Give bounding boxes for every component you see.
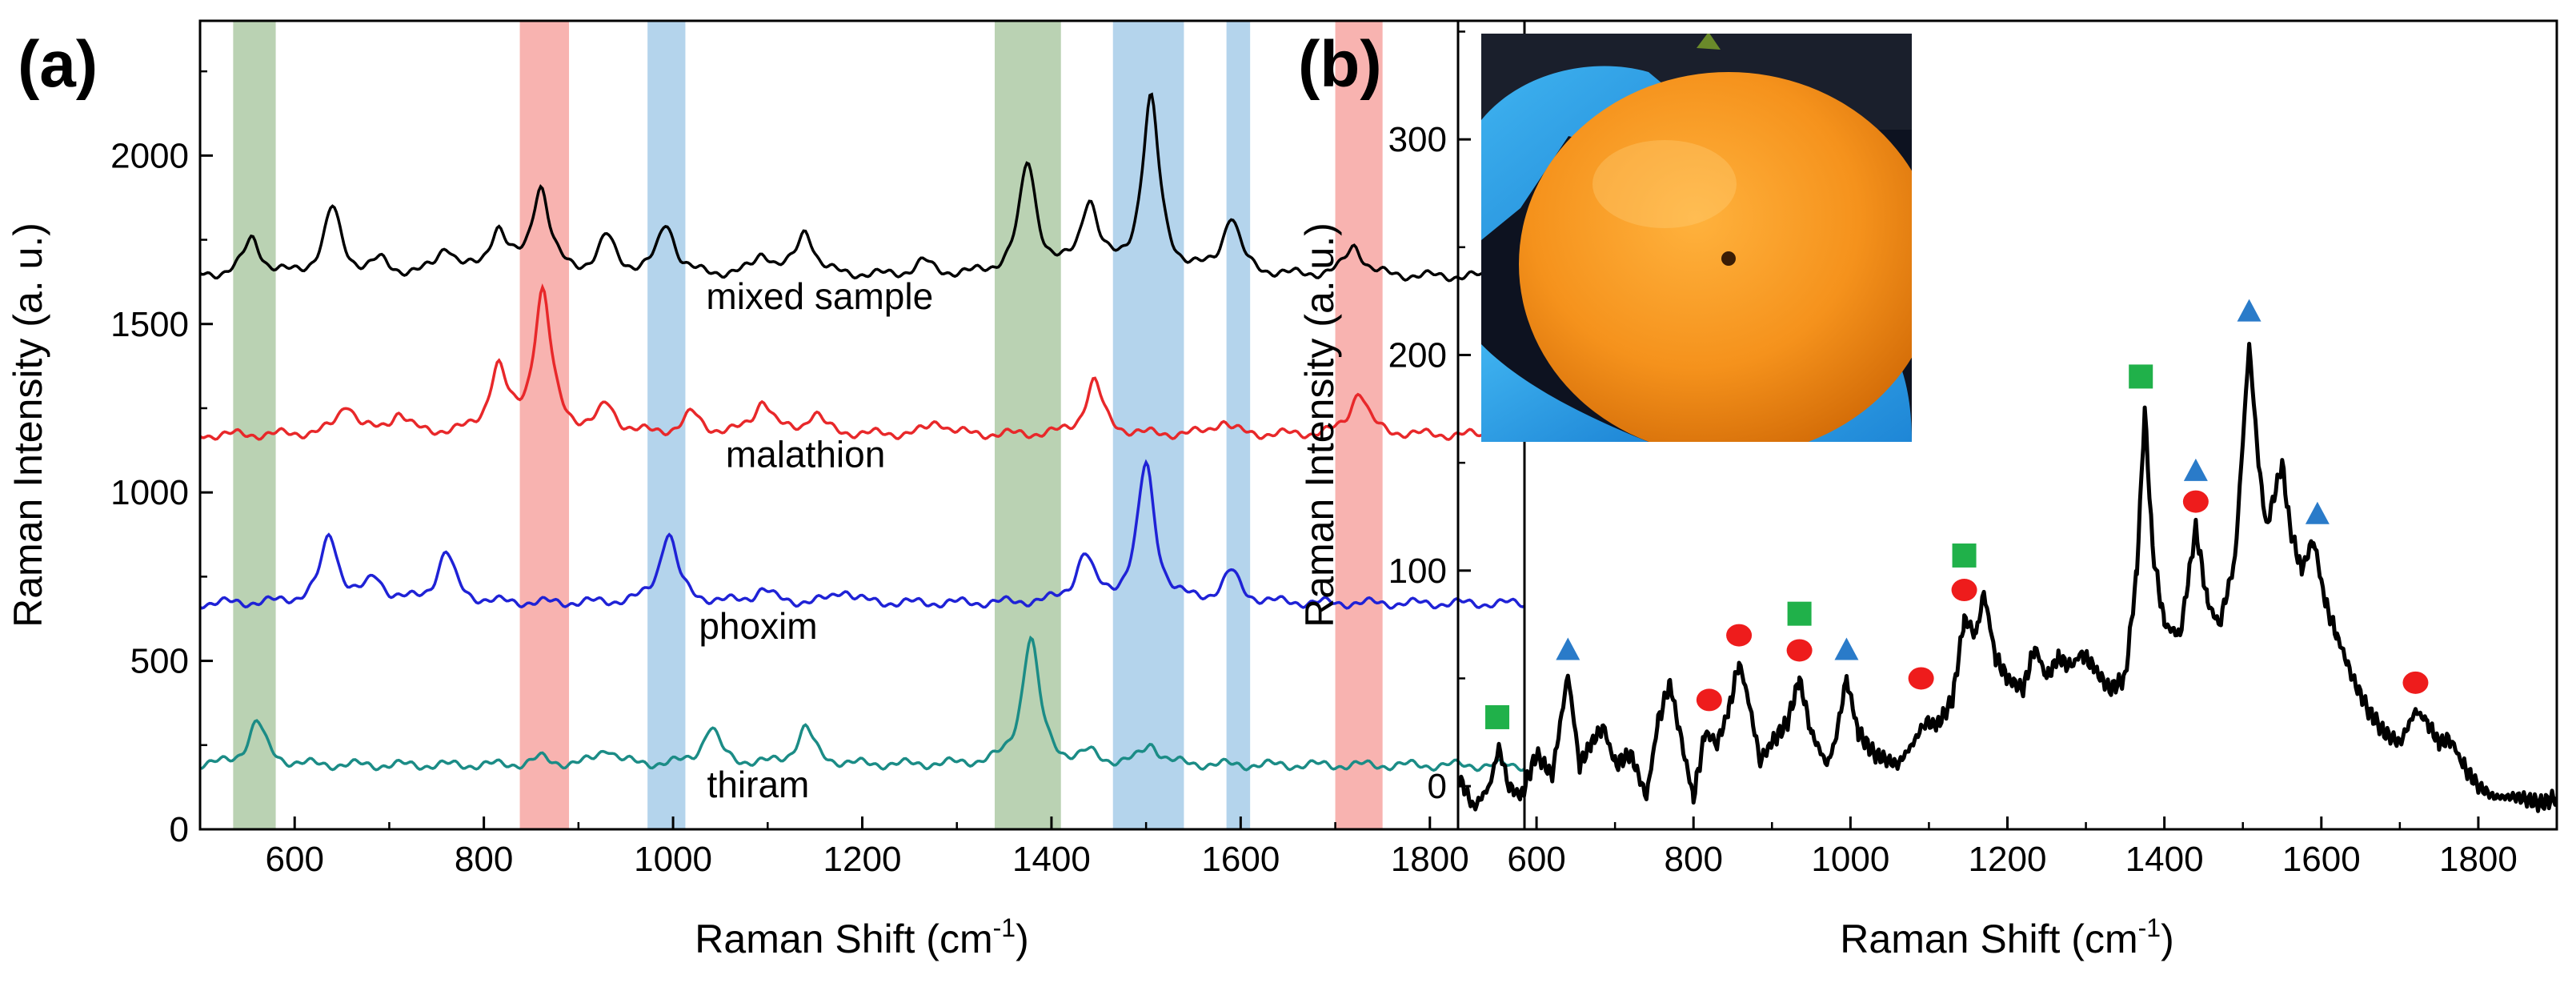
x-tick-label: 1800 [2439,840,2518,879]
circle-marker-icon [1726,624,1753,647]
circle-marker-icon [1951,579,1977,602]
inset-photo-orange [1481,34,1912,442]
series-line-thiram [200,635,1524,772]
highlight-band-7 [1335,21,1383,829]
y-axis-ticks: 0 500 1000 1500 2000 [110,70,213,849]
x-tick-label: 1000 [1811,840,1889,879]
highlight-band-2 [519,21,570,829]
series-line-orange-spectrum [1458,342,2557,813]
series-label-thiram: thiram [707,764,810,805]
x-axis-label-a: Raman Shift (cm-1) [695,913,1028,961]
spectra-series [200,92,1524,772]
series-line-mixed-sample [200,92,1524,283]
circle-marker-icon [2402,671,2429,694]
x-tick-label: 1200 [1969,840,2047,879]
series-label-mixed-sample: mixed sample [706,275,933,317]
square-marker-icon [2129,364,2153,389]
square-marker-icon [1787,601,1812,626]
y-tick-label: 0 [170,810,189,849]
x-tick-label: 800 [455,840,513,879]
x-tick-label: 1200 [823,840,902,879]
panel-a-label: (a) [18,28,98,101]
panel-b-label: (b) [1298,28,1382,101]
spectrum-series [1458,342,2557,813]
x-tick-label: 1400 [1012,840,1091,879]
highlight-band-1 [233,21,276,829]
highlight-band-5 [1112,21,1184,829]
circle-marker-icon [1908,667,1934,690]
triangle-marker-icon [1556,637,1580,660]
series-labels: mixed sample malathion phoxim thiram [699,275,933,805]
circle-marker-icon [1696,688,1722,712]
x-tick-label: 800 [1665,840,1723,879]
x-tick-label: 1600 [2282,840,2361,879]
y-axis-ticks: 0 100 200 300 [1388,30,1471,806]
x-tick-label: 600 [266,840,324,879]
series-label-malathion: malathion [726,434,885,475]
series-label-phoxim: phoxim [699,605,817,647]
x-tick-label: 1000 [634,840,712,879]
circle-marker-icon [2182,490,2209,513]
triangle-marker-icon [1834,637,1859,660]
peak-markers [1485,299,2429,729]
x-tick-label: 1800 [1391,840,1469,879]
highlight-band-4 [995,21,1061,829]
y-tick-label: 2000 [110,136,189,175]
y-tick-label: 100 [1388,552,1447,591]
orange-fruit-icon [1519,72,1912,442]
triangle-marker-icon [2305,501,2330,524]
x-axis-ticks: 600 800 1000 1200 1400 1600 1800 [1456,816,2558,879]
y-tick-label: 300 [1388,120,1447,159]
x-axis-ticks: 600 800 1000 1200 1400 1600 1800 [198,816,1526,879]
y-tick-label: 1500 [110,305,189,344]
x-axis-label-b: Raman Shift (cm-1) [1840,913,2173,961]
square-marker-icon [1485,704,1510,729]
puncture-spot-icon [1721,251,1736,266]
y-tick-label: 1000 [110,473,189,512]
series-line-phoxim [200,459,1524,610]
y-axis-label-b: Raman Intensity (a. u.) [1297,223,1342,628]
triangle-marker-icon [2183,458,2208,481]
y-tick-label: 500 [130,642,189,681]
triangle-marker-icon [2237,299,2262,322]
square-marker-icon [1952,543,1977,568]
circle-marker-icon [1786,639,1813,662]
x-tick-label: 1400 [2125,840,2204,879]
y-tick-label: 200 [1388,335,1447,375]
series-line-malathion [200,283,1524,442]
y-axis-label-a: Raman Intensity (a. u.) [6,223,50,628]
y-tick-label: 0 [1428,767,1447,806]
highlight-bands [233,21,1383,829]
panel-a: (a) 600 800 1000 1200 1400 1600 1800 050010001… [6,19,1526,961]
x-tick-label: 600 [1507,840,1565,879]
panel-b: (b) 600 800 1000 1200 1400 1600 1800 0 100 200 30… [1297,19,2558,961]
x-tick-label: 1600 [1201,840,1280,879]
